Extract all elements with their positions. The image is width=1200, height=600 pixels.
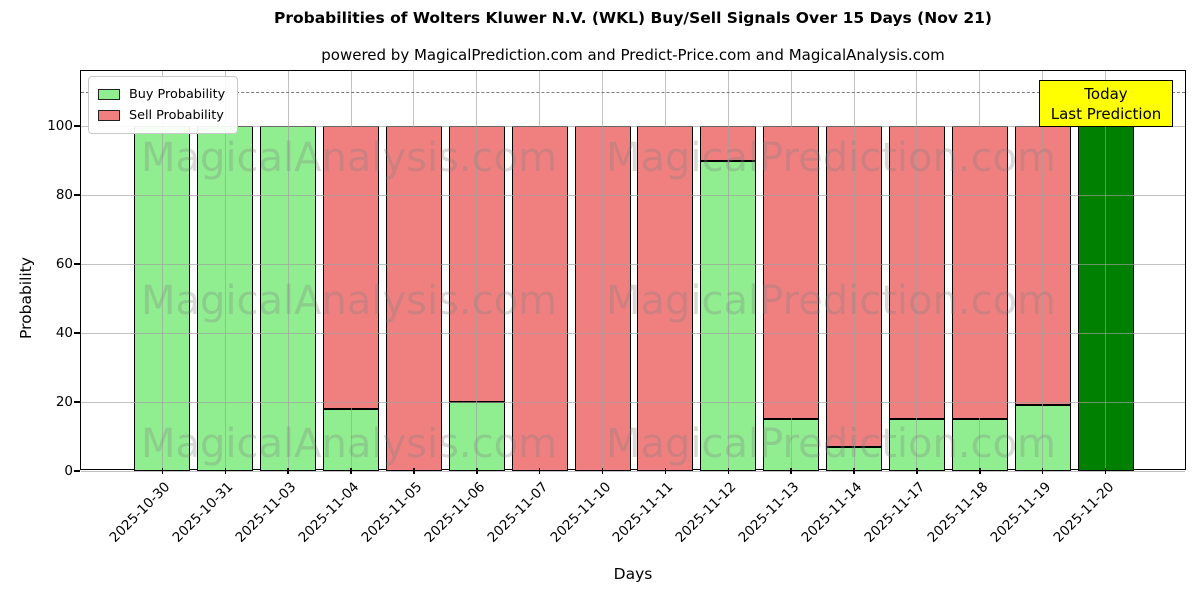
x-tick-label: 2025-11-04 [295, 479, 363, 546]
annotation-line-1: Today [1084, 84, 1128, 103]
bar-segment-sell [574, 126, 631, 471]
y-tick-label: 80 [55, 187, 73, 204]
x-tick-label: 2025-11-10 [547, 479, 614, 546]
x-tick-label: 2025-11-03 [232, 479, 300, 546]
legend-item-buy: Buy Probability [98, 84, 225, 105]
x-tick [476, 468, 478, 474]
x-tick-label: 2025-10-30 [106, 479, 174, 546]
bar-segment-last-prediction [1077, 126, 1134, 471]
x-tick [413, 468, 415, 474]
plot-area: 0 20 40 60 80 100 2025-10-30 2025-10-31 2025-11-… [47, 70, 1186, 546]
bar-segment-buy [260, 126, 317, 471]
y-tick [73, 263, 80, 265]
x-tick-label: 2025-11-20 [1050, 479, 1117, 546]
sell-swatch-icon [98, 110, 120, 121]
bar-segment-sell [448, 126, 505, 403]
x-tick [538, 468, 541, 474]
x-tick [1104, 468, 1107, 474]
y-tick-label: 100 [47, 118, 73, 135]
chart-title: Probabilities of Wolters Kluwer N.V. (WK… [273, 9, 993, 27]
y-tick [73, 125, 80, 127]
y-tick [73, 194, 80, 196]
x-tick-label: 2025-11-06 [421, 479, 489, 546]
y-tick-label: 60 [55, 256, 73, 273]
bar-segment-sell [826, 126, 883, 447]
x-tick-label: 2025-11-05 [358, 479, 426, 546]
legend-label-buy: Buy Probability [129, 87, 226, 102]
x-tick-label: 2025-11-19 [987, 479, 1055, 546]
x-tick [224, 468, 227, 474]
legend-item-sell: Sell Probability [98, 105, 225, 126]
x-tick [916, 468, 918, 474]
bar-segment-sell [637, 126, 694, 471]
x-axis-label: Days [613, 565, 653, 583]
bar-segment-buy [951, 419, 1008, 471]
bar-segment-buy [448, 402, 505, 471]
bar-segment-buy [888, 419, 945, 471]
today-annotation: Today Last Prediction [1039, 80, 1173, 127]
bar-segment-buy [700, 160, 757, 471]
x-tick [727, 468, 730, 474]
y-tick-label: 0 [64, 463, 73, 479]
bar-segment-sell [951, 126, 1008, 420]
x-tick [287, 468, 289, 474]
y-axis-label: Probability [17, 257, 35, 339]
bar-segment-sell [323, 126, 380, 409]
x-tick [601, 468, 604, 474]
y-tick-label: 40 [55, 325, 73, 342]
bar-segment-buy [763, 419, 820, 471]
y-gridline [81, 471, 1185, 472]
bar-segment-buy [134, 126, 191, 471]
x-tick [853, 468, 855, 474]
dashed-threshold-line [81, 91, 1185, 93]
y-tick-label: 20 [55, 394, 73, 411]
x-tick-label: 2025-10-31 [169, 479, 237, 546]
y-tick [73, 332, 80, 334]
bar-segment-sell [888, 126, 945, 420]
y-tick [73, 401, 80, 403]
x-tick-label: 2025-11-13 [735, 479, 803, 546]
bar-segment-buy [323, 408, 380, 471]
x-tick [161, 468, 164, 474]
bar-segment-sell [1014, 126, 1071, 406]
x-tick-label: 2025-11-17 [861, 479, 929, 546]
bar-segment-buy [1014, 405, 1071, 471]
legend: Buy Probability Sell Probability [88, 76, 239, 134]
x-tick [664, 468, 667, 474]
x-tick-label: 2025-11-14 [798, 479, 866, 546]
bar-segment-buy [197, 126, 254, 471]
bar-segment-sell [700, 126, 757, 161]
bar-segment-sell [511, 126, 568, 471]
y-tick [73, 470, 80, 472]
annotation-line-2: Last Prediction [1050, 104, 1162, 123]
bar-segment-sell [385, 126, 442, 471]
buy-swatch-icon [98, 89, 120, 100]
x-tick [979, 468, 981, 474]
chart-subtitle: powered by MagicalPrediction.com and Pre… [321, 46, 945, 64]
bar-segment-sell [763, 126, 820, 420]
x-tick [1041, 468, 1044, 474]
x-tick-label: 2025-11-18 [924, 479, 992, 546]
x-tick [790, 468, 792, 474]
legend-label-sell: Sell Probability [129, 108, 224, 123]
x-tick-label: 2025-11-07 [484, 479, 552, 546]
x-tick [350, 468, 352, 474]
